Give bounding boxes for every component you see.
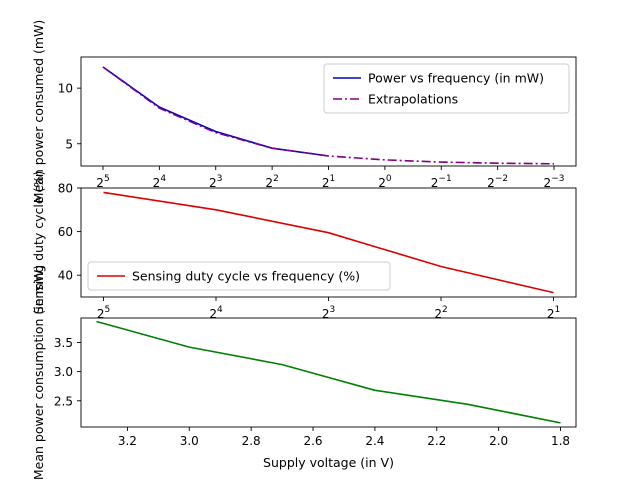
y-tick-label: 3.5 <box>54 336 73 350</box>
series-line-1-2 <box>102 66 555 165</box>
x-tick-label: 22 <box>434 305 447 321</box>
x-tick-label: 3.2 <box>118 434 137 448</box>
x-tick-label: 20 <box>378 174 392 190</box>
y-tick-label: 80 <box>58 182 73 196</box>
x-tick-label: 2−3 <box>544 174 565 190</box>
x-tick-label: 21 <box>547 305 560 321</box>
legend-box <box>323 63 570 114</box>
y-axis-label: Sensing duty cycle (%) <box>31 171 46 314</box>
subplot-3: 3.2 3.0 2.8 2.6 2.4 2.2 2.0 1.8 2.5 3.0 3.5 Mean po… <box>31 265 577 480</box>
series-line-1-1 <box>102 66 329 157</box>
x-tick-label: 21 <box>322 174 335 190</box>
x-tick-label: 22 <box>265 174 278 190</box>
series-line-3-1 <box>96 320 561 424</box>
x-tick-label: 2−2 <box>487 174 508 190</box>
axes-frame <box>80 317 577 428</box>
x-tick-label: 2.0 <box>489 434 508 448</box>
legend-label: Sensing duty cycle vs frequency (%) <box>132 269 360 284</box>
y-tick-label: 60 <box>58 225 73 239</box>
x-tick-label: 25 <box>96 174 109 190</box>
subplot-1: 25 24 23 22 21 20 2−1 2−2 2−3 5 10 Mean power consu… <box>31 20 577 204</box>
legend-label: Power vs frequency (in mW) <box>368 71 544 86</box>
y-tick-label: 2.5 <box>54 394 73 408</box>
y-tick-label: 40 <box>58 269 73 283</box>
legend: Power vs frequency (in mW) Extrapolations <box>323 63 570 114</box>
x-tick-label: 2.4 <box>365 434 384 448</box>
series-line-2-1 <box>103 191 554 294</box>
y-tick-label: 3.0 <box>54 365 73 379</box>
x-tick-label: 24 <box>153 174 167 190</box>
x-tick-label: 23 <box>322 305 335 321</box>
x-tick-label: 23 <box>209 174 222 190</box>
y-tick-label: 10 <box>58 82 73 96</box>
x-tick-label: 24 <box>209 305 223 321</box>
y-tick-label: 5 <box>65 137 73 151</box>
x-axis-label: Supply voltage (in V) <box>263 455 394 470</box>
legend: Sensing duty cycle vs frequency (%) <box>87 261 391 291</box>
y-axis-label: Mean power consumed (mW) <box>31 20 46 204</box>
y-axis-label: Mean power consumption (in mW) <box>31 265 46 480</box>
x-tick-label: 2.2 <box>427 434 446 448</box>
x-tick-label: 2.8 <box>242 434 261 448</box>
x-tick-label: 25 <box>97 305 110 321</box>
x-tick-label: 2−1 <box>431 174 452 190</box>
legend-label: Extrapolations <box>368 92 458 107</box>
x-tick-label: 3.0 <box>180 434 199 448</box>
x-tick-label: 1.8 <box>551 434 570 448</box>
x-tick-label: 2.6 <box>303 434 322 448</box>
subplot-2: 25 24 23 22 21 40 60 80 Sensing duty cycle (%) Se… <box>31 171 577 321</box>
legend-box <box>87 261 391 291</box>
